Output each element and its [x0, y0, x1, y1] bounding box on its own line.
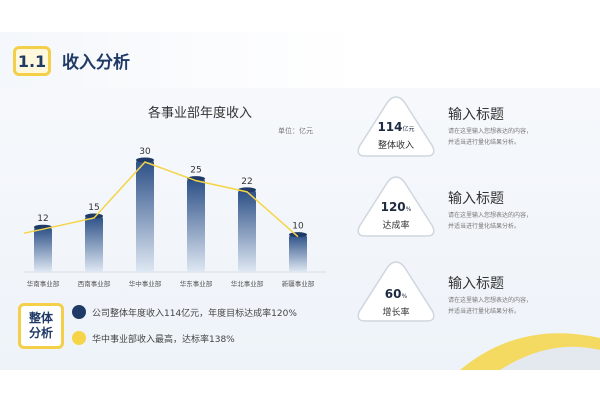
analysis-note-2: 华中事业部收入最高，达标率138%: [72, 331, 235, 345]
bar-value-label: 30: [139, 147, 151, 157]
kpi-label: 达成率: [382, 221, 410, 231]
kpi-card-growth: 60% 增长率: [353, 257, 439, 327]
kpi-label: 整体收入: [377, 141, 414, 151]
kpi-value: 114亿元: [377, 120, 415, 134]
bar-6: [289, 234, 307, 272]
analysis-note-2-text: 华中事业部收入最高，达标率138%: [92, 334, 235, 345]
bar-3: [136, 160, 154, 272]
section-title: 收入分析: [62, 53, 130, 73]
kpi-3-title: 输入标题: [448, 276, 504, 292]
analysis-note-1-text: 公司整体年度收入114亿元，年度目标达成率120%: [92, 308, 297, 319]
bar-cap-2: [85, 213, 103, 219]
kpi-card-revenue: 114亿元 整体收入: [353, 92, 439, 162]
kpi-card-achievement: 120% 达成率: [353, 172, 439, 242]
bar-cap-4: [187, 176, 205, 182]
bar-value-label: 15: [88, 203, 99, 213]
chart-unit-label: 单位：亿元: [278, 127, 313, 135]
yellow-bullet-icon: [72, 331, 86, 345]
kpi-label: 增长率: [382, 308, 410, 318]
section-number-badge: 1.1: [13, 46, 51, 76]
kpi-1-description: 请在这里输入您想表达的内容， 并适当进行量化结果分析。: [448, 128, 533, 146]
chart-title: 各事业部年度收入: [147, 106, 252, 121]
footer-band: [0, 370, 600, 400]
bar-cap-3: [136, 157, 154, 163]
category-label: 华南事业部: [27, 279, 60, 288]
rounded-triangle-icon: [357, 261, 435, 322]
bar-value-label: 10: [292, 222, 304, 232]
analysis-badge-line1: 整体: [28, 311, 53, 325]
trend-line: [23, 161, 299, 238]
analysis-badge-line2: 分析: [28, 326, 53, 340]
bar-chart: 12 华南事业部 15 西南事业部 30 华中事业部 25 华东事业部 22 华北事业部 10 新疆事…: [23, 147, 326, 288]
kpi-value: 120%: [380, 200, 412, 214]
bar-1: [34, 227, 52, 272]
bar-value-label: 12: [37, 214, 48, 224]
bar-4: [187, 178, 205, 272]
rounded-triangle-icon: [357, 96, 435, 157]
bar-5: [238, 189, 256, 272]
bar-2: [85, 216, 103, 272]
header-bar: [0, 32, 600, 88]
analysis-note-1: 公司整体年度收入114亿元，年度目标达成率120%: [72, 305, 297, 319]
bar-value-label: 22: [241, 177, 252, 187]
kpi-1-title: 输入标题: [448, 107, 504, 123]
kpi-2-title: 输入标题: [448, 191, 504, 207]
rounded-triangle-icon: [357, 176, 435, 237]
kpi-3-description: 请在这里输入您想表达的内容， 并适当进行量化结果分析。: [448, 297, 533, 315]
kpi-value: 60%: [384, 287, 408, 301]
category-label: 华东事业部: [180, 279, 213, 288]
bar-value-label: 25: [190, 166, 201, 176]
category-label: 西南事业部: [78, 279, 111, 288]
category-label: 新疆事业部: [282, 279, 315, 288]
category-label: 华中事业部: [129, 279, 162, 288]
category-label: 华北事业部: [231, 279, 264, 288]
navy-bullet-icon: [72, 305, 86, 319]
kpi-2-description: 请在这里输入您想表达的内容， 并适当进行量化结果分析。: [448, 212, 533, 230]
decorative-yellow-corner: [460, 333, 600, 370]
analysis-badge: 整体 分析: [18, 303, 64, 349]
